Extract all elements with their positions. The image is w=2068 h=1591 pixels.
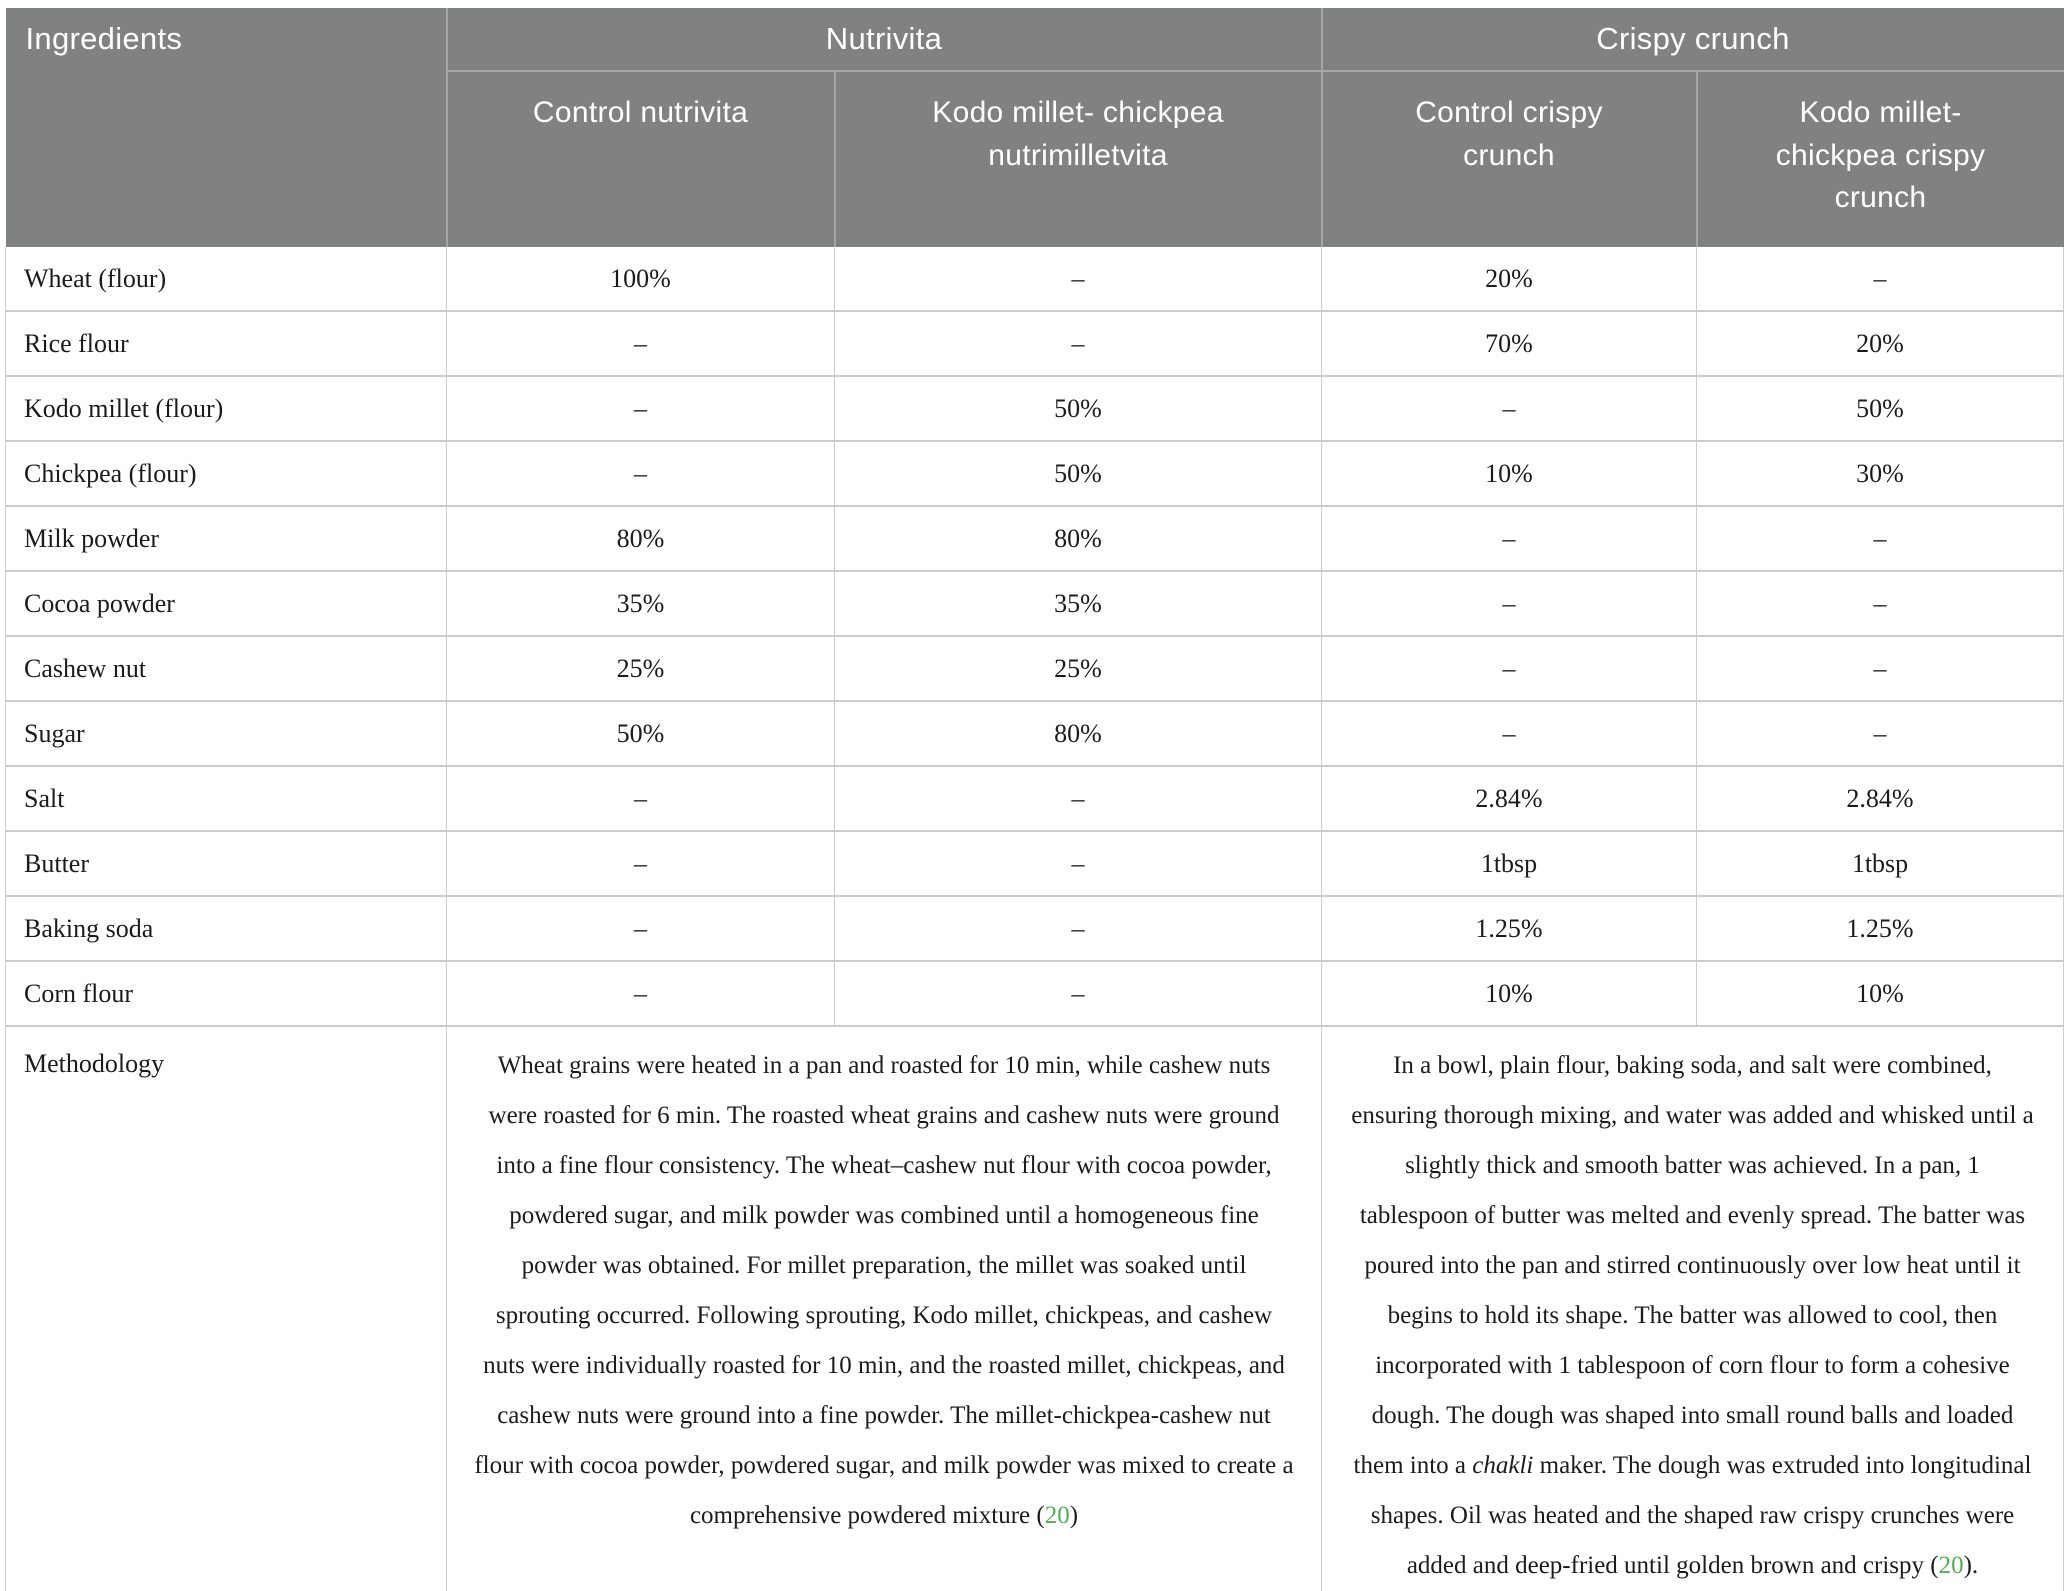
ingredient-value: 70% [1321, 310, 1697, 377]
methodology-crispy-crunch-text: In a bowl, plain flour, baking soda, and… [1321, 1026, 2064, 1591]
ingredient-value: – [446, 830, 835, 897]
ingredient-value: 20% [1696, 310, 2064, 377]
ingredient-label: Baking soda [5, 895, 447, 962]
ingredient-value: 2.84% [1321, 765, 1697, 832]
ingredient-value: – [1321, 375, 1697, 442]
ingredient-value: 1tbsp [1696, 830, 2064, 897]
ingredient-value: 1.25% [1696, 895, 2064, 962]
ingredient-value: – [1696, 700, 2064, 767]
ingredient-value: – [834, 310, 1322, 377]
text-segment: ) [1069, 1502, 1079, 1529]
ingredient-value: 10% [1321, 440, 1697, 507]
methodology-label: Methodology [5, 1026, 447, 1591]
ingredients-table: Ingredients Nutrivita Crispy crunch Cont… [5, 8, 2064, 1591]
ingredient-rows: Wheat (flour) 100% –20% – Rice flour – –70% 20%… [5, 247, 2064, 1027]
ingredient-value: 50% [446, 700, 835, 767]
ingredient-label: Corn flour [5, 960, 447, 1027]
header-kodo-millet-chickpea-nutrimilletvita: Kodo millet- chickpea nutrimilletvita [833, 71, 1322, 247]
ingredient-value: – [1696, 570, 2064, 637]
ingredient-value: – [446, 375, 835, 442]
ingredient-value: 30% [1696, 440, 2064, 507]
text-segment: maker. The dough was extruded into longi… [1370, 1452, 2032, 1579]
ingredient-value: – [446, 895, 835, 962]
ingredient-label: Kodo millet (flour) [5, 375, 447, 442]
ingredient-value: 25% [834, 635, 1322, 702]
ingredient-label: Cashew nut [5, 635, 447, 702]
ingredient-value: 35% [446, 570, 835, 637]
ingredient-value: 10% [1696, 960, 2064, 1027]
ingredient-row: Salt – –2.84% 2.84% [5, 765, 2064, 832]
text-segment: ). [1963, 1552, 1979, 1579]
ingredient-value: 50% [834, 440, 1322, 507]
methodology-row: Methodology Wheat grains were heated in … [5, 1026, 2064, 1591]
ingredient-value: 50% [834, 375, 1322, 442]
ingredient-value: – [446, 310, 835, 377]
ingredient-row: Milk powder 80% 80% – – [5, 505, 2064, 572]
ingredient-label: Cocoa powder [5, 570, 447, 637]
text-segment: In a bowl, plain flour, baking soda, and… [1351, 1052, 2034, 1479]
citation-link[interactable]: 20 [1044, 1502, 1070, 1529]
ingredient-row: Rice flour – –70% 20% [5, 310, 2064, 377]
ingredient-value: – [1321, 635, 1697, 702]
header-group-crispy-crunch: Crispy crunch [1320, 8, 2064, 72]
ingredient-label: Sugar [5, 700, 447, 767]
ingredient-label: Salt [5, 765, 447, 832]
ingredient-label: Milk powder [5, 505, 447, 572]
ingredient-row: Butter – –1tbsp 1tbsp [5, 830, 2064, 897]
ingredient-value: – [1696, 635, 2064, 702]
header-control-crispy-crunch: Control crispy crunch [1320, 71, 1697, 247]
ingredient-value: – [1696, 505, 2064, 572]
ingredient-value: 2.84% [1696, 765, 2064, 832]
ingredient-value: – [834, 765, 1322, 832]
ingredient-value: 10% [1321, 960, 1697, 1027]
ingredient-value: – [1321, 700, 1697, 767]
ingredient-value: 20% [1321, 247, 1697, 312]
ingredient-label: Chickpea (flour) [5, 440, 447, 507]
ingredient-value: – [834, 830, 1322, 897]
ingredient-row: Corn flour – –10% 10% [5, 960, 2064, 1027]
ingredient-value: 25% [446, 635, 835, 702]
header-kodo-millet-chickpea-crispy-crunch: Kodo millet- chickpea crispy crunch [1695, 71, 2064, 247]
ingredient-row: Baking soda – –1.25% 1.25% [5, 895, 2064, 962]
ingredient-value: 50% [1696, 375, 2064, 442]
ingredient-row: Cashew nut 25% 25% – – [5, 635, 2064, 702]
ingredient-value: 80% [834, 700, 1322, 767]
citation-link[interactable]: 20 [1938, 1552, 1964, 1579]
ingredient-value: 1.25% [1321, 895, 1697, 962]
ingredient-label: Butter [5, 830, 447, 897]
ingredient-row: Wheat (flour) 100% –20% – [5, 247, 2064, 312]
ingredient-row: Chickpea (flour) –50% 10% 30% [5, 440, 2064, 507]
italic-term: chakli [1472, 1452, 1534, 1479]
ingredient-row: Sugar 50% 80% – – [5, 700, 2064, 767]
table-header: Ingredients Nutrivita Crispy crunch Cont… [5, 8, 2064, 247]
header-ingredients: Ingredients [5, 8, 447, 247]
methodology-section: Methodology Wheat grains were heated in … [5, 1026, 2064, 1591]
ingredient-value: 35% [834, 570, 1322, 637]
ingredient-label: Rice flour [5, 310, 447, 377]
ingredient-value: – [834, 960, 1322, 1027]
ingredient-value: – [1696, 247, 2064, 312]
ingredient-value: 100% [446, 247, 835, 312]
ingredient-value: – [446, 765, 835, 832]
ingredient-value: – [446, 440, 835, 507]
ingredient-value: – [446, 960, 835, 1027]
ingredient-value: 80% [446, 505, 835, 572]
ingredient-row: Cocoa powder 35% 35% – – [5, 570, 2064, 637]
header-group-nutrivita: Nutrivita [445, 8, 1322, 72]
ingredient-value: 1tbsp [1321, 830, 1697, 897]
text-segment: Wheat grains were heated in a pan and ro… [474, 1052, 1294, 1529]
ingredient-value: 80% [834, 505, 1322, 572]
ingredient-value: – [1321, 505, 1697, 572]
header-control-nutrivita: Control nutrivita [445, 71, 835, 247]
methodology-nutrivita-text: Wheat grains were heated in a pan and ro… [446, 1026, 1322, 1591]
ingredient-value: – [1321, 570, 1697, 637]
ingredient-row: Kodo millet (flour) –50% –50% [5, 375, 2064, 442]
ingredient-value: – [834, 247, 1322, 312]
ingredient-label: Wheat (flour) [5, 247, 447, 312]
ingredient-value: – [834, 895, 1322, 962]
